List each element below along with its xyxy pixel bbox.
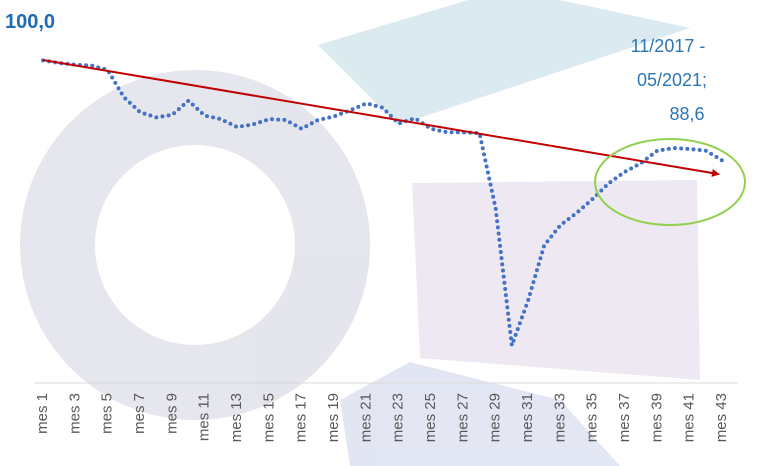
annotation: 05/2021; bbox=[637, 70, 707, 90]
watermark bbox=[20, 0, 700, 466]
x-tick-label: mes 9 bbox=[163, 393, 180, 434]
value-label: 88,6 bbox=[669, 104, 704, 124]
x-tick-label: mes 13 bbox=[228, 393, 245, 442]
x-tick-label: mes 23 bbox=[390, 393, 407, 442]
x-tick-label: mes 21 bbox=[357, 393, 374, 442]
x-tick-label: mes 5 bbox=[99, 393, 116, 434]
x-tick-label: mes 31 bbox=[519, 393, 536, 442]
x-tick-label: mes 11 bbox=[196, 393, 213, 441]
x-tick-label: mes 43 bbox=[713, 393, 730, 442]
x-tick-label: mes 7 bbox=[131, 393, 148, 434]
annotation: 11/2017 - bbox=[631, 36, 706, 56]
x-tick-label: mes 33 bbox=[551, 393, 568, 442]
value-label: 100,0 bbox=[5, 11, 55, 33]
x-tick-label: mes 3 bbox=[66, 393, 83, 434]
highlight-ellipse bbox=[594, 138, 746, 226]
x-tick-label: mes 1 bbox=[34, 393, 51, 434]
x-tick-label: mes 17 bbox=[293, 393, 310, 442]
series-line bbox=[41, 58, 724, 347]
x-tick-label: mes 25 bbox=[422, 393, 439, 442]
x-tick-label: mes 29 bbox=[487, 393, 504, 442]
x-tick-label: mes 41 bbox=[681, 393, 698, 442]
x-tick-label: mes 19 bbox=[325, 393, 342, 442]
x-tick-label: mes 35 bbox=[584, 393, 601, 442]
x-tick-label: mes 27 bbox=[454, 393, 471, 442]
trend-arrow bbox=[42, 59, 720, 177]
x-tick-label: mes 39 bbox=[648, 393, 665, 442]
x-tick-label: mes 15 bbox=[260, 393, 277, 442]
x-tick-label: mes 37 bbox=[616, 393, 633, 442]
